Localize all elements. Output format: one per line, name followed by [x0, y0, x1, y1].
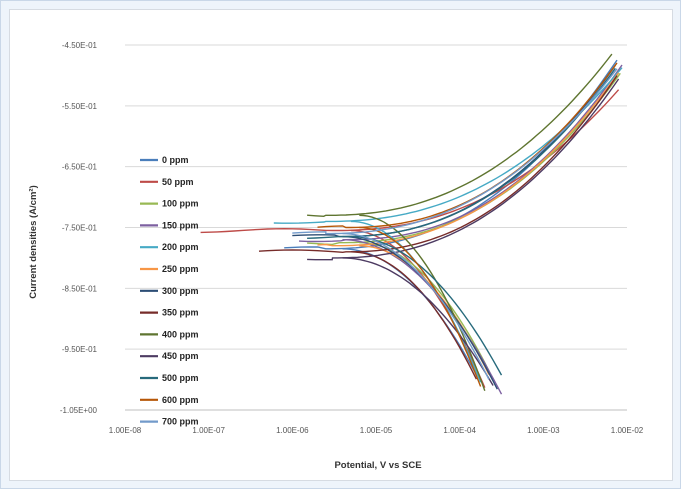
x-tick-label: 1.00E-04 — [443, 426, 476, 435]
legend-label: 100 ppm — [162, 199, 199, 209]
y-tick-label: -9.50E-01 — [62, 345, 98, 354]
legend-label: 700 ppm — [162, 417, 199, 427]
y-tick-label: -6.50E-01 — [62, 163, 98, 172]
curves — [200, 53, 623, 395]
legend: 0 ppm 50 ppm 100 ppm 150 ppm 200 ppm 250 ppm 3… — [140, 155, 199, 427]
legend-label: 50 ppm — [162, 177, 194, 187]
y-tick-label: -5.50E-01 — [62, 102, 98, 111]
cathodic-branch-700-ppm — [342, 232, 490, 380]
anodic-branch-50-ppm — [200, 89, 620, 234]
cathodic-branch-450-ppm — [342, 257, 494, 386]
legend-label: 0 ppm — [162, 155, 189, 165]
legend-label: 350 ppm — [162, 308, 199, 318]
x-tick-label: 1.00E-07 — [192, 426, 225, 435]
y-tick-label: -8.50E-01 — [62, 284, 98, 293]
x-tick-label: 1.00E-06 — [276, 426, 309, 435]
chart-panel: -4.50E-01 -5.50E-01 -6.50E-01 -7.50E-01 -8.5… — [9, 9, 673, 481]
legend-label: 450 ppm — [162, 351, 199, 361]
y-tick-label: -7.50E-01 — [62, 224, 98, 233]
anodic-branch-500-ppm — [307, 67, 616, 239]
y-axis-title: Current densities (A/cm²) — [28, 185, 39, 299]
x-tick-label: 1.00E-05 — [360, 426, 393, 435]
x-tick-label: 1.00E-03 — [527, 426, 560, 435]
legend-label: 150 ppm — [162, 220, 199, 230]
anodic-branch-700-ppm — [292, 68, 618, 235]
x-tick-label: 1.00E-08 — [109, 426, 142, 435]
legend-label: 300 ppm — [162, 286, 199, 296]
legend-label: 200 ppm — [162, 242, 199, 252]
cathodic-branch-200-ppm — [350, 220, 482, 383]
y-tick-label: -1.05E+00 — [60, 406, 98, 415]
anodic-branch-350-ppm — [258, 75, 618, 254]
anodic-branch-150-ppm — [298, 64, 623, 243]
legend-label: 400 ppm — [162, 329, 199, 339]
anodic-branch-200-ppm — [273, 67, 623, 224]
grid — [125, 44, 627, 411]
y-tick-labels: -4.50E-01 -5.50E-01 -6.50E-01 -7.50E-01 -8.5… — [60, 41, 98, 415]
legend-label: 500 ppm — [162, 373, 199, 383]
anodic-branch-450-ppm — [307, 78, 620, 261]
cathodic-branch-400-ppm — [359, 214, 486, 391]
anodic-branch-250-ppm — [317, 72, 620, 247]
x-tick-label: 1.00E-02 — [611, 426, 644, 435]
legend-label: 600 ppm — [162, 395, 199, 405]
x-tick-labels: 1.00E-08 1.00E-07 1.00E-06 1.00E-05 1.00E-04… — [109, 426, 644, 435]
y-tick-label: -4.50E-01 — [62, 41, 98, 50]
polarization-chart: -4.50E-01 -5.50E-01 -6.50E-01 -7.50E-01 -8.5… — [28, 41, 644, 471]
anodic-branch-400-ppm — [307, 53, 613, 218]
legend-label: 250 ppm — [162, 264, 199, 274]
x-axis-title: Potential, V vs SCE — [334, 460, 421, 471]
cathodic-branch-600-ppm — [359, 226, 482, 387]
